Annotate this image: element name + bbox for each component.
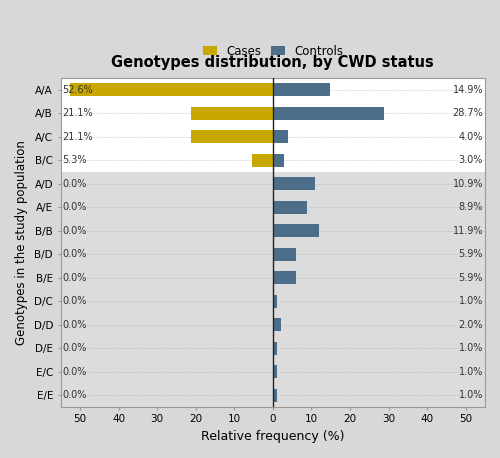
Bar <box>273 130 288 143</box>
Text: 0.0%: 0.0% <box>62 296 87 306</box>
Bar <box>273 271 295 284</box>
Bar <box>60 383 485 407</box>
Bar <box>60 313 485 336</box>
Text: 1.0%: 1.0% <box>458 366 483 376</box>
Bar <box>60 78 485 101</box>
Text: 0.0%: 0.0% <box>62 343 87 353</box>
Text: 3.0%: 3.0% <box>458 155 483 165</box>
Bar <box>273 177 315 190</box>
Bar <box>273 83 330 96</box>
Bar <box>273 248 295 261</box>
Bar <box>252 153 273 167</box>
Text: 1.0%: 1.0% <box>458 296 483 306</box>
Bar <box>273 365 276 378</box>
Bar <box>60 148 485 172</box>
Bar <box>273 201 307 213</box>
Text: 5.3%: 5.3% <box>62 155 87 165</box>
Text: 28.7%: 28.7% <box>452 108 483 118</box>
Bar <box>192 107 273 120</box>
Text: 0.0%: 0.0% <box>62 249 87 259</box>
Bar <box>60 195 485 219</box>
Bar <box>273 294 276 307</box>
Title: Genotypes distribution, by CWD status: Genotypes distribution, by CWD status <box>112 55 434 70</box>
Text: 11.9%: 11.9% <box>452 226 483 235</box>
Text: 1.0%: 1.0% <box>458 343 483 353</box>
Text: 1.0%: 1.0% <box>458 390 483 400</box>
Bar <box>273 224 318 237</box>
Text: 0.0%: 0.0% <box>62 226 87 235</box>
Text: 0.0%: 0.0% <box>62 202 87 212</box>
Text: 8.9%: 8.9% <box>458 202 483 212</box>
Text: 52.6%: 52.6% <box>62 85 94 95</box>
Bar <box>60 289 485 313</box>
Y-axis label: Genotypes in the study population: Genotypes in the study population <box>15 140 28 345</box>
Bar <box>273 342 276 354</box>
Bar <box>60 101 485 125</box>
Text: 21.1%: 21.1% <box>62 108 93 118</box>
Bar <box>60 360 485 383</box>
Text: 10.9%: 10.9% <box>452 179 483 189</box>
Text: 4.0%: 4.0% <box>458 131 483 142</box>
Bar <box>273 318 280 331</box>
Text: 14.9%: 14.9% <box>452 85 483 95</box>
Text: 0.0%: 0.0% <box>62 179 87 189</box>
Text: 5.9%: 5.9% <box>458 249 483 259</box>
Bar <box>273 107 384 120</box>
Bar <box>70 83 273 96</box>
Text: 21.1%: 21.1% <box>62 131 93 142</box>
X-axis label: Relative frequency (%): Relative frequency (%) <box>201 430 344 443</box>
Bar <box>273 153 284 167</box>
Bar <box>60 266 485 289</box>
Bar <box>60 242 485 266</box>
Text: 0.0%: 0.0% <box>62 320 87 330</box>
Bar <box>60 336 485 360</box>
Text: 2.0%: 2.0% <box>458 320 483 330</box>
Bar <box>60 172 485 195</box>
Bar <box>192 130 273 143</box>
Text: 0.0%: 0.0% <box>62 273 87 283</box>
Text: 0.0%: 0.0% <box>62 390 87 400</box>
Bar <box>60 125 485 148</box>
Bar <box>60 219 485 242</box>
Text: 5.9%: 5.9% <box>458 273 483 283</box>
Text: 0.0%: 0.0% <box>62 366 87 376</box>
Bar <box>273 388 276 402</box>
Legend: Cases, Controls: Cases, Controls <box>199 41 346 61</box>
